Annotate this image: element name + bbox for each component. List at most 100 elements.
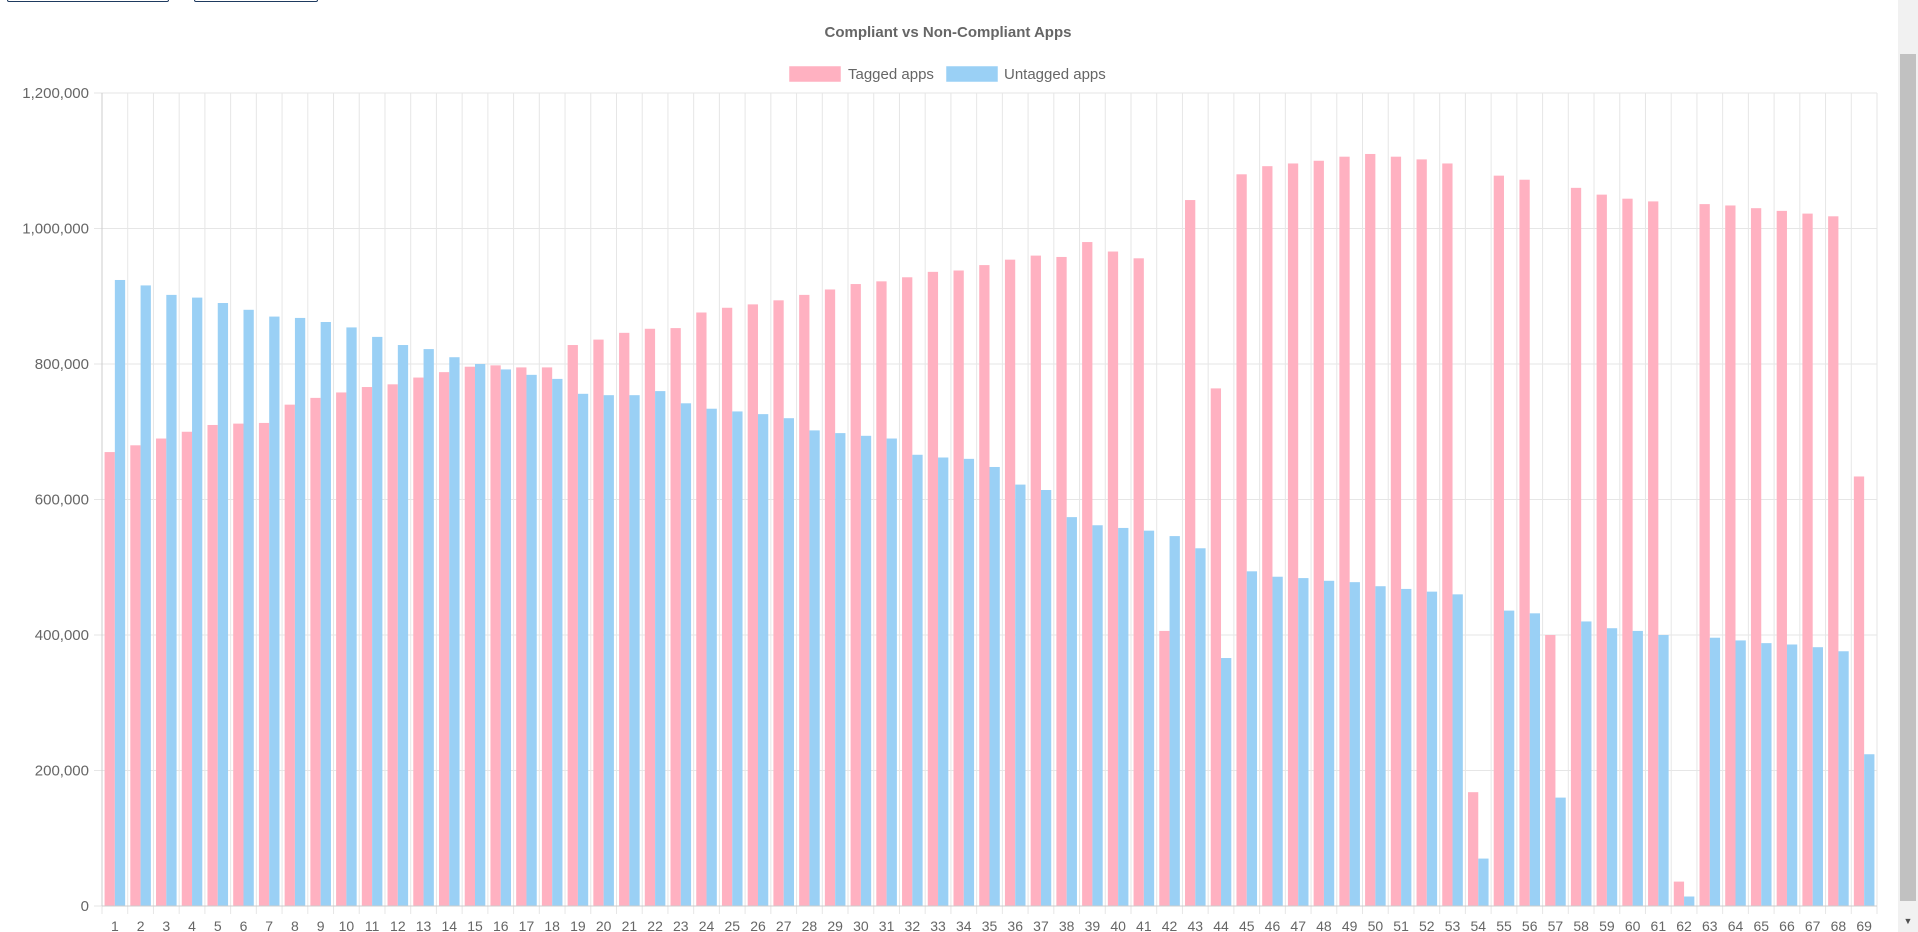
bar-untagged bbox=[1864, 754, 1875, 906]
bar-tagged bbox=[1673, 881, 1685, 906]
bar-tagged bbox=[1365, 153, 1376, 907]
x-tick-label: 19 bbox=[570, 918, 586, 932]
x-tick-label: 68 bbox=[1831, 918, 1847, 932]
bar-tagged bbox=[438, 372, 450, 906]
bar-tagged bbox=[1030, 255, 1041, 907]
bar-untagged bbox=[1066, 517, 1077, 906]
bar-untagged bbox=[1298, 578, 1309, 906]
bar-tagged bbox=[824, 289, 836, 907]
bar-tagged bbox=[1828, 216, 1839, 907]
bar-tagged bbox=[1648, 201, 1659, 906]
bar-tagged bbox=[721, 307, 733, 906]
bar-untagged bbox=[1118, 527, 1129, 906]
bar-untagged bbox=[1529, 613, 1541, 906]
bar-tagged bbox=[593, 339, 604, 906]
bar-tagged bbox=[1210, 388, 1222, 906]
bar-untagged bbox=[1709, 637, 1721, 906]
bar-tagged bbox=[1339, 156, 1350, 906]
x-tick-label: 24 bbox=[699, 918, 715, 932]
x-tick-label: 53 bbox=[1445, 918, 1461, 932]
scrollbar-thumb[interactable] bbox=[1900, 54, 1916, 901]
x-tick-label: 38 bbox=[1059, 918, 1075, 932]
vertical-scrollbar[interactable]: ▼ bbox=[1898, 0, 1918, 932]
bar-tagged bbox=[1853, 476, 1865, 906]
x-tick-label: 51 bbox=[1393, 918, 1409, 932]
x-tick-label: 50 bbox=[1368, 918, 1384, 932]
bar-untagged bbox=[1555, 797, 1566, 906]
bar-tagged bbox=[799, 294, 810, 906]
y-tick-label: 200,000 bbox=[35, 763, 89, 780]
bar-untagged bbox=[1015, 484, 1026, 906]
y-tick-label: 1,000,000 bbox=[22, 221, 89, 238]
bar-tagged bbox=[130, 445, 141, 906]
bar-untagged bbox=[1426, 591, 1438, 906]
bar-untagged bbox=[706, 408, 717, 906]
bar-untagged bbox=[629, 395, 640, 906]
x-tick-label: 47 bbox=[1290, 918, 1306, 932]
bar-untagged bbox=[1786, 644, 1798, 906]
bar-untagged bbox=[783, 418, 794, 906]
x-tick-label: 9 bbox=[317, 918, 325, 932]
x-tick-label: 1 bbox=[111, 918, 119, 932]
bar-untagged bbox=[655, 391, 666, 907]
y-tick-label: 800,000 bbox=[35, 356, 89, 373]
bar-tagged bbox=[1262, 166, 1273, 907]
x-tick-label: 43 bbox=[1188, 918, 1204, 932]
bar-tagged bbox=[1236, 174, 1247, 907]
x-tick-label: 44 bbox=[1213, 918, 1229, 932]
bar-untagged bbox=[1452, 594, 1463, 906]
bar-untagged bbox=[1092, 525, 1103, 906]
x-tick-label: 17 bbox=[519, 918, 535, 932]
x-tick-label: 32 bbox=[905, 918, 921, 932]
x-tick-label: 37 bbox=[1033, 918, 1049, 932]
bar-tagged bbox=[1750, 208, 1762, 906]
x-tick-label: 28 bbox=[802, 918, 818, 932]
x-tick-label: 40 bbox=[1110, 918, 1126, 932]
x-tick-label: 13 bbox=[416, 918, 432, 932]
bar-untagged bbox=[500, 369, 512, 906]
top-button-2[interactable] bbox=[194, 0, 318, 2]
x-tick-label: 6 bbox=[240, 918, 248, 932]
bar-untagged bbox=[963, 458, 975, 906]
x-tick-label: 42 bbox=[1162, 918, 1178, 932]
bar-tagged bbox=[207, 424, 218, 906]
bar-tagged bbox=[156, 438, 167, 906]
bar-untagged bbox=[449, 357, 460, 907]
x-tick-label: 56 bbox=[1522, 918, 1538, 932]
bar-tagged bbox=[233, 423, 244, 906]
x-tick-label: 35 bbox=[982, 918, 998, 932]
x-tick-label: 36 bbox=[1007, 918, 1023, 932]
x-tick-label: 34 bbox=[956, 918, 972, 932]
plot-area: 0 200,000 400,000 600,000 800,000 1,000,000 1,… bbox=[22, 85, 1878, 932]
x-tick-label: 22 bbox=[647, 918, 663, 932]
bar-untagged bbox=[192, 297, 203, 906]
bar-untagged bbox=[346, 327, 357, 906]
bar-tagged bbox=[747, 304, 758, 906]
x-tick-label: 67 bbox=[1805, 918, 1821, 932]
bar-untagged bbox=[1272, 576, 1283, 906]
bar-untagged bbox=[243, 309, 254, 906]
bar-tagged bbox=[1519, 179, 1530, 907]
x-tick-label: 48 bbox=[1316, 918, 1332, 932]
x-tick-label: 41 bbox=[1136, 918, 1152, 932]
bar-tagged bbox=[1313, 160, 1324, 906]
x-tick-label: 52 bbox=[1419, 918, 1435, 932]
bar-untagged bbox=[989, 466, 1000, 906]
bar-tagged bbox=[1467, 792, 1479, 906]
legend: Tagged apps Untagged apps bbox=[789, 66, 1106, 83]
bar-tagged bbox=[1776, 210, 1787, 906]
bar-untagged bbox=[1040, 490, 1052, 906]
bar-tagged bbox=[336, 392, 347, 906]
bar-tagged bbox=[850, 284, 861, 906]
scroll-down-arrow-icon[interactable]: ▼ bbox=[1903, 916, 1913, 926]
bar-untagged bbox=[1632, 630, 1643, 906]
legend-item-untagged[interactable]: Untagged apps bbox=[946, 66, 1106, 83]
bar-untagged bbox=[320, 322, 331, 906]
top-button-1[interactable] bbox=[7, 0, 169, 2]
x-tick-label: 3 bbox=[162, 918, 170, 932]
legend-item-tagged[interactable]: Tagged apps bbox=[789, 66, 934, 83]
x-tick-label: 46 bbox=[1265, 918, 1281, 932]
bar-tagged bbox=[1416, 159, 1427, 906]
x-tick-label: 31 bbox=[879, 918, 895, 932]
